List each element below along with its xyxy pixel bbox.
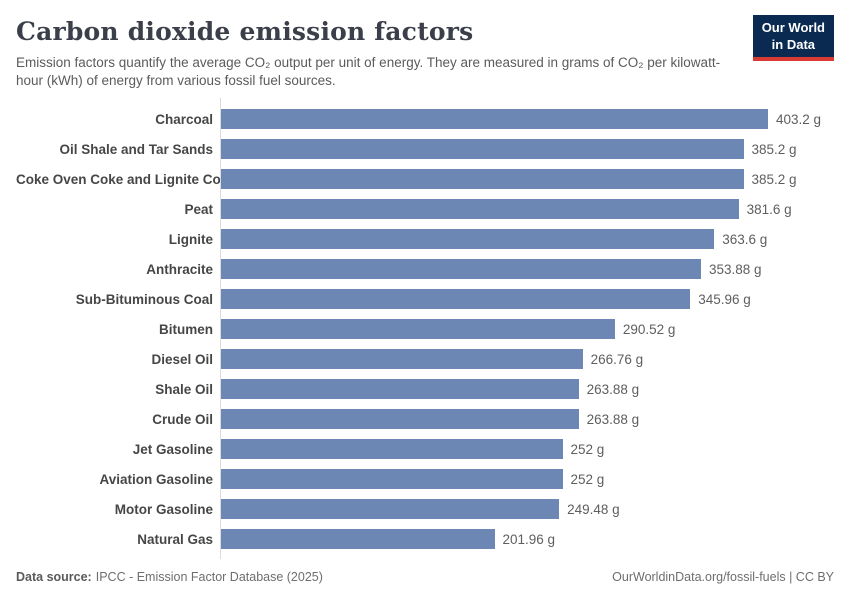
owid-logo[interactable]: Our World in Data [752,15,834,61]
value-label: 266.76 g [590,351,644,367]
value-label: 252 g [570,471,605,487]
bar-cell: 266.76 g [220,349,834,370]
bar-cell: 381.6 g [220,199,834,220]
category-label: Crude Oil [152,411,213,427]
bar-cell: 201.96 g [220,529,834,550]
value-label: 385.2 g [751,171,797,187]
bar[interactable] [220,349,583,370]
bar-chart: Charcoal 403.2 g Oil Shale and Tar Sands 38… [16,98,834,560]
bar-row: Aviation Gasoline 252 g [16,464,834,494]
bar[interactable] [220,469,563,490]
bar-row: Natural Gas 201.96 g [16,524,834,554]
bar-cell: 263.88 g [220,379,834,400]
bar-row: Sub-Bituminous Coal 345.96 g [16,284,834,314]
bar[interactable] [220,169,744,190]
category-label: Shale Oil [155,381,213,397]
bar[interactable] [220,139,744,160]
bar[interactable] [220,289,691,310]
category-label: Anthracite [146,261,213,277]
value-label: 249.48 g [567,501,620,517]
bar-cell: 385.2 g [220,169,834,190]
bar-cell: 353.88 g [220,259,834,280]
category-label: Oil Shale and Tar Sands [59,141,213,157]
bar-row: Shale Oil 263.88 g [16,374,834,404]
bar[interactable] [220,229,715,250]
bar-cell: 252 g [220,469,834,490]
bar-cell: 249.48 g [220,499,834,520]
owid-logo-line2: in Data [771,36,816,52]
bar-row: Lignite 363.6 g [16,224,834,254]
y-axis-line [220,98,221,560]
value-label: 363.6 g [722,231,768,247]
category-label: Bitumen [159,321,213,337]
bar-row: Oil Shale and Tar Sands 385.2 g [16,134,834,164]
bar[interactable] [220,259,701,280]
chart-footer: Data source: IPCC - Emission Factor Datab… [16,570,834,584]
value-label: 385.2 g [751,141,797,157]
bar-cell: 252 g [220,439,834,460]
bar-row: Motor Gasoline 249.48 g [16,494,834,524]
chart-header: Carbon dioxide emission factors Emission… [16,12,834,90]
bar-cell: 290.52 g [220,319,834,340]
data-source-label: Data source: [16,570,92,585]
value-label: 403.2 g [776,111,822,127]
bar[interactable] [220,109,768,130]
bar-row: Charcoal 403.2 g [16,104,834,134]
category-label: Natural Gas [137,531,213,547]
owid-logo-line1: Our World [761,20,825,35]
bar-row: Peat 381.6 g [16,194,834,224]
bar[interactable] [220,319,615,340]
value-label: 290.52 g [622,321,676,337]
chart-container: Carbon dioxide emission factors Emission… [16,12,834,584]
value-label: 381.6 g [746,201,792,217]
bar-row: Coke Oven Coke and Lignite Coke 385.2 g [16,164,834,194]
bar[interactable] [220,379,579,400]
bar[interactable] [220,439,563,460]
category-label: Aviation Gasoline [99,471,213,487]
bar-row: Bitumen 290.52 g [16,314,834,344]
header-titles: Carbon dioxide emission factors Emission… [16,12,738,90]
bar-cell: 345.96 g [220,289,834,310]
category-label: Motor Gasoline [114,501,213,517]
bar[interactable] [220,409,579,430]
chart-title: Carbon dioxide emission factors [16,17,474,46]
value-label: 263.88 g [586,411,640,427]
bar-row: Diesel Oil 266.76 g [16,344,834,374]
bar[interactable] [220,199,739,220]
data-source: Data source: IPCC - Emission Factor Datab… [16,570,323,584]
bar-cell: 263.88 g [220,409,834,430]
chart-subtitle: Emission factors quantify the average CO… [16,55,721,89]
category-label: Sub-Bituminous Coal [75,291,213,307]
category-label: Jet Gasoline [132,441,213,457]
bar-cell: 403.2 g [220,109,834,130]
bar-row: Crude Oil 263.88 g [16,404,834,434]
bar-cell: 385.2 g [220,139,834,160]
plot-rows: Charcoal 403.2 g Oil Shale and Tar Sands 38… [16,104,834,554]
bar-row: Jet Gasoline 252 g [16,434,834,464]
category-label: Charcoal [155,111,213,127]
value-label: 345.96 g [698,291,751,307]
category-label: Lignite [168,231,213,247]
category-label: Peat [184,201,213,217]
bar-row: Anthracite 353.88 g [16,254,834,284]
value-label: 252 g [570,441,605,457]
value-label: 201.96 g [502,531,556,547]
bar[interactable] [220,529,495,550]
owid-url-link[interactable]: OurWorldinData.org/fossil-fuels | CC BY [612,570,834,585]
bar-cell: 363.6 g [220,229,834,250]
category-label: Diesel Oil [151,351,213,367]
bar[interactable] [220,499,560,520]
category-label: Coke Oven Coke and Lignite Coke [16,171,236,187]
value-label: 353.88 g [709,261,762,277]
value-label: 263.88 g [586,381,640,397]
data-source-text: IPCC - Emission Factor Database (2025) [95,570,323,585]
